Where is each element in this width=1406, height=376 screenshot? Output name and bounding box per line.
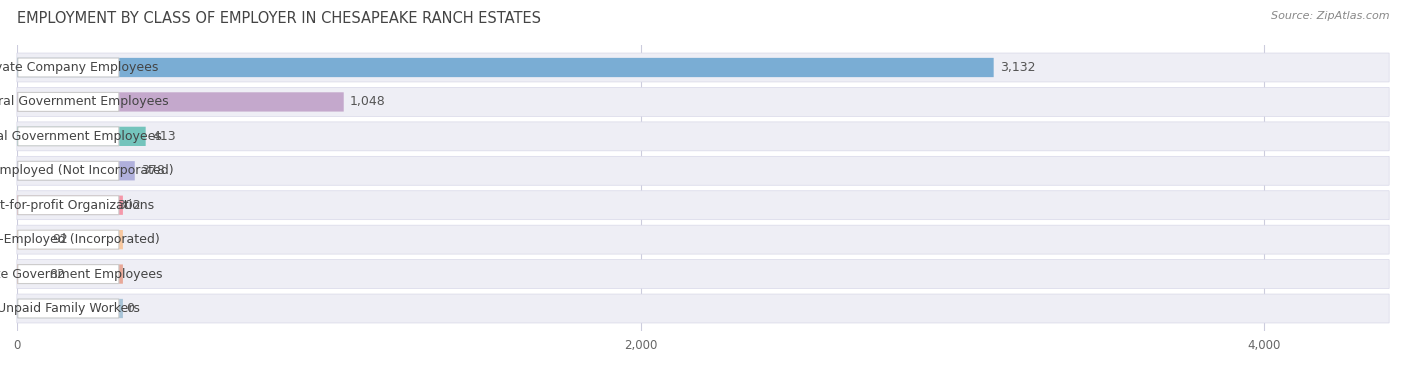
FancyBboxPatch shape bbox=[17, 88, 1389, 117]
Text: 3,132: 3,132 bbox=[1000, 61, 1035, 74]
FancyBboxPatch shape bbox=[18, 127, 120, 146]
Text: 413: 413 bbox=[152, 130, 176, 143]
FancyBboxPatch shape bbox=[17, 92, 343, 112]
FancyBboxPatch shape bbox=[18, 161, 120, 180]
FancyBboxPatch shape bbox=[17, 191, 1389, 220]
Text: Self-Employed (Incorporated): Self-Employed (Incorporated) bbox=[0, 233, 160, 246]
FancyBboxPatch shape bbox=[17, 127, 146, 146]
Text: 0: 0 bbox=[127, 302, 134, 315]
FancyBboxPatch shape bbox=[17, 161, 135, 180]
FancyBboxPatch shape bbox=[17, 156, 1389, 185]
Text: Self-Employed (Not Incorporated): Self-Employed (Not Incorporated) bbox=[0, 164, 173, 177]
Text: Local Government Employees: Local Government Employees bbox=[0, 130, 162, 143]
Text: Unpaid Family Workers: Unpaid Family Workers bbox=[0, 302, 139, 315]
Text: State Government Employees: State Government Employees bbox=[0, 268, 162, 280]
Text: 302: 302 bbox=[117, 199, 141, 212]
FancyBboxPatch shape bbox=[17, 53, 1389, 82]
FancyBboxPatch shape bbox=[18, 58, 120, 77]
FancyBboxPatch shape bbox=[18, 299, 120, 318]
Text: 1,048: 1,048 bbox=[350, 96, 385, 108]
Text: 378: 378 bbox=[141, 164, 165, 177]
FancyBboxPatch shape bbox=[18, 265, 120, 284]
FancyBboxPatch shape bbox=[17, 196, 122, 215]
FancyBboxPatch shape bbox=[17, 122, 1389, 151]
Text: EMPLOYMENT BY CLASS OF EMPLOYER IN CHESAPEAKE RANCH ESTATES: EMPLOYMENT BY CLASS OF EMPLOYER IN CHESA… bbox=[17, 11, 541, 26]
Text: Private Company Employees: Private Company Employees bbox=[0, 61, 157, 74]
Text: Not-for-profit Organizations: Not-for-profit Organizations bbox=[0, 199, 153, 212]
Text: Federal Government Employees: Federal Government Employees bbox=[0, 96, 169, 108]
FancyBboxPatch shape bbox=[17, 294, 1389, 323]
FancyBboxPatch shape bbox=[18, 230, 120, 249]
FancyBboxPatch shape bbox=[17, 230, 122, 249]
FancyBboxPatch shape bbox=[17, 58, 994, 77]
FancyBboxPatch shape bbox=[17, 299, 122, 318]
FancyBboxPatch shape bbox=[18, 196, 120, 215]
Text: Source: ZipAtlas.com: Source: ZipAtlas.com bbox=[1271, 11, 1389, 21]
FancyBboxPatch shape bbox=[17, 264, 122, 284]
FancyBboxPatch shape bbox=[17, 259, 1389, 288]
FancyBboxPatch shape bbox=[18, 92, 120, 111]
Text: 92: 92 bbox=[52, 233, 67, 246]
Text: 82: 82 bbox=[49, 268, 65, 280]
FancyBboxPatch shape bbox=[17, 225, 1389, 254]
